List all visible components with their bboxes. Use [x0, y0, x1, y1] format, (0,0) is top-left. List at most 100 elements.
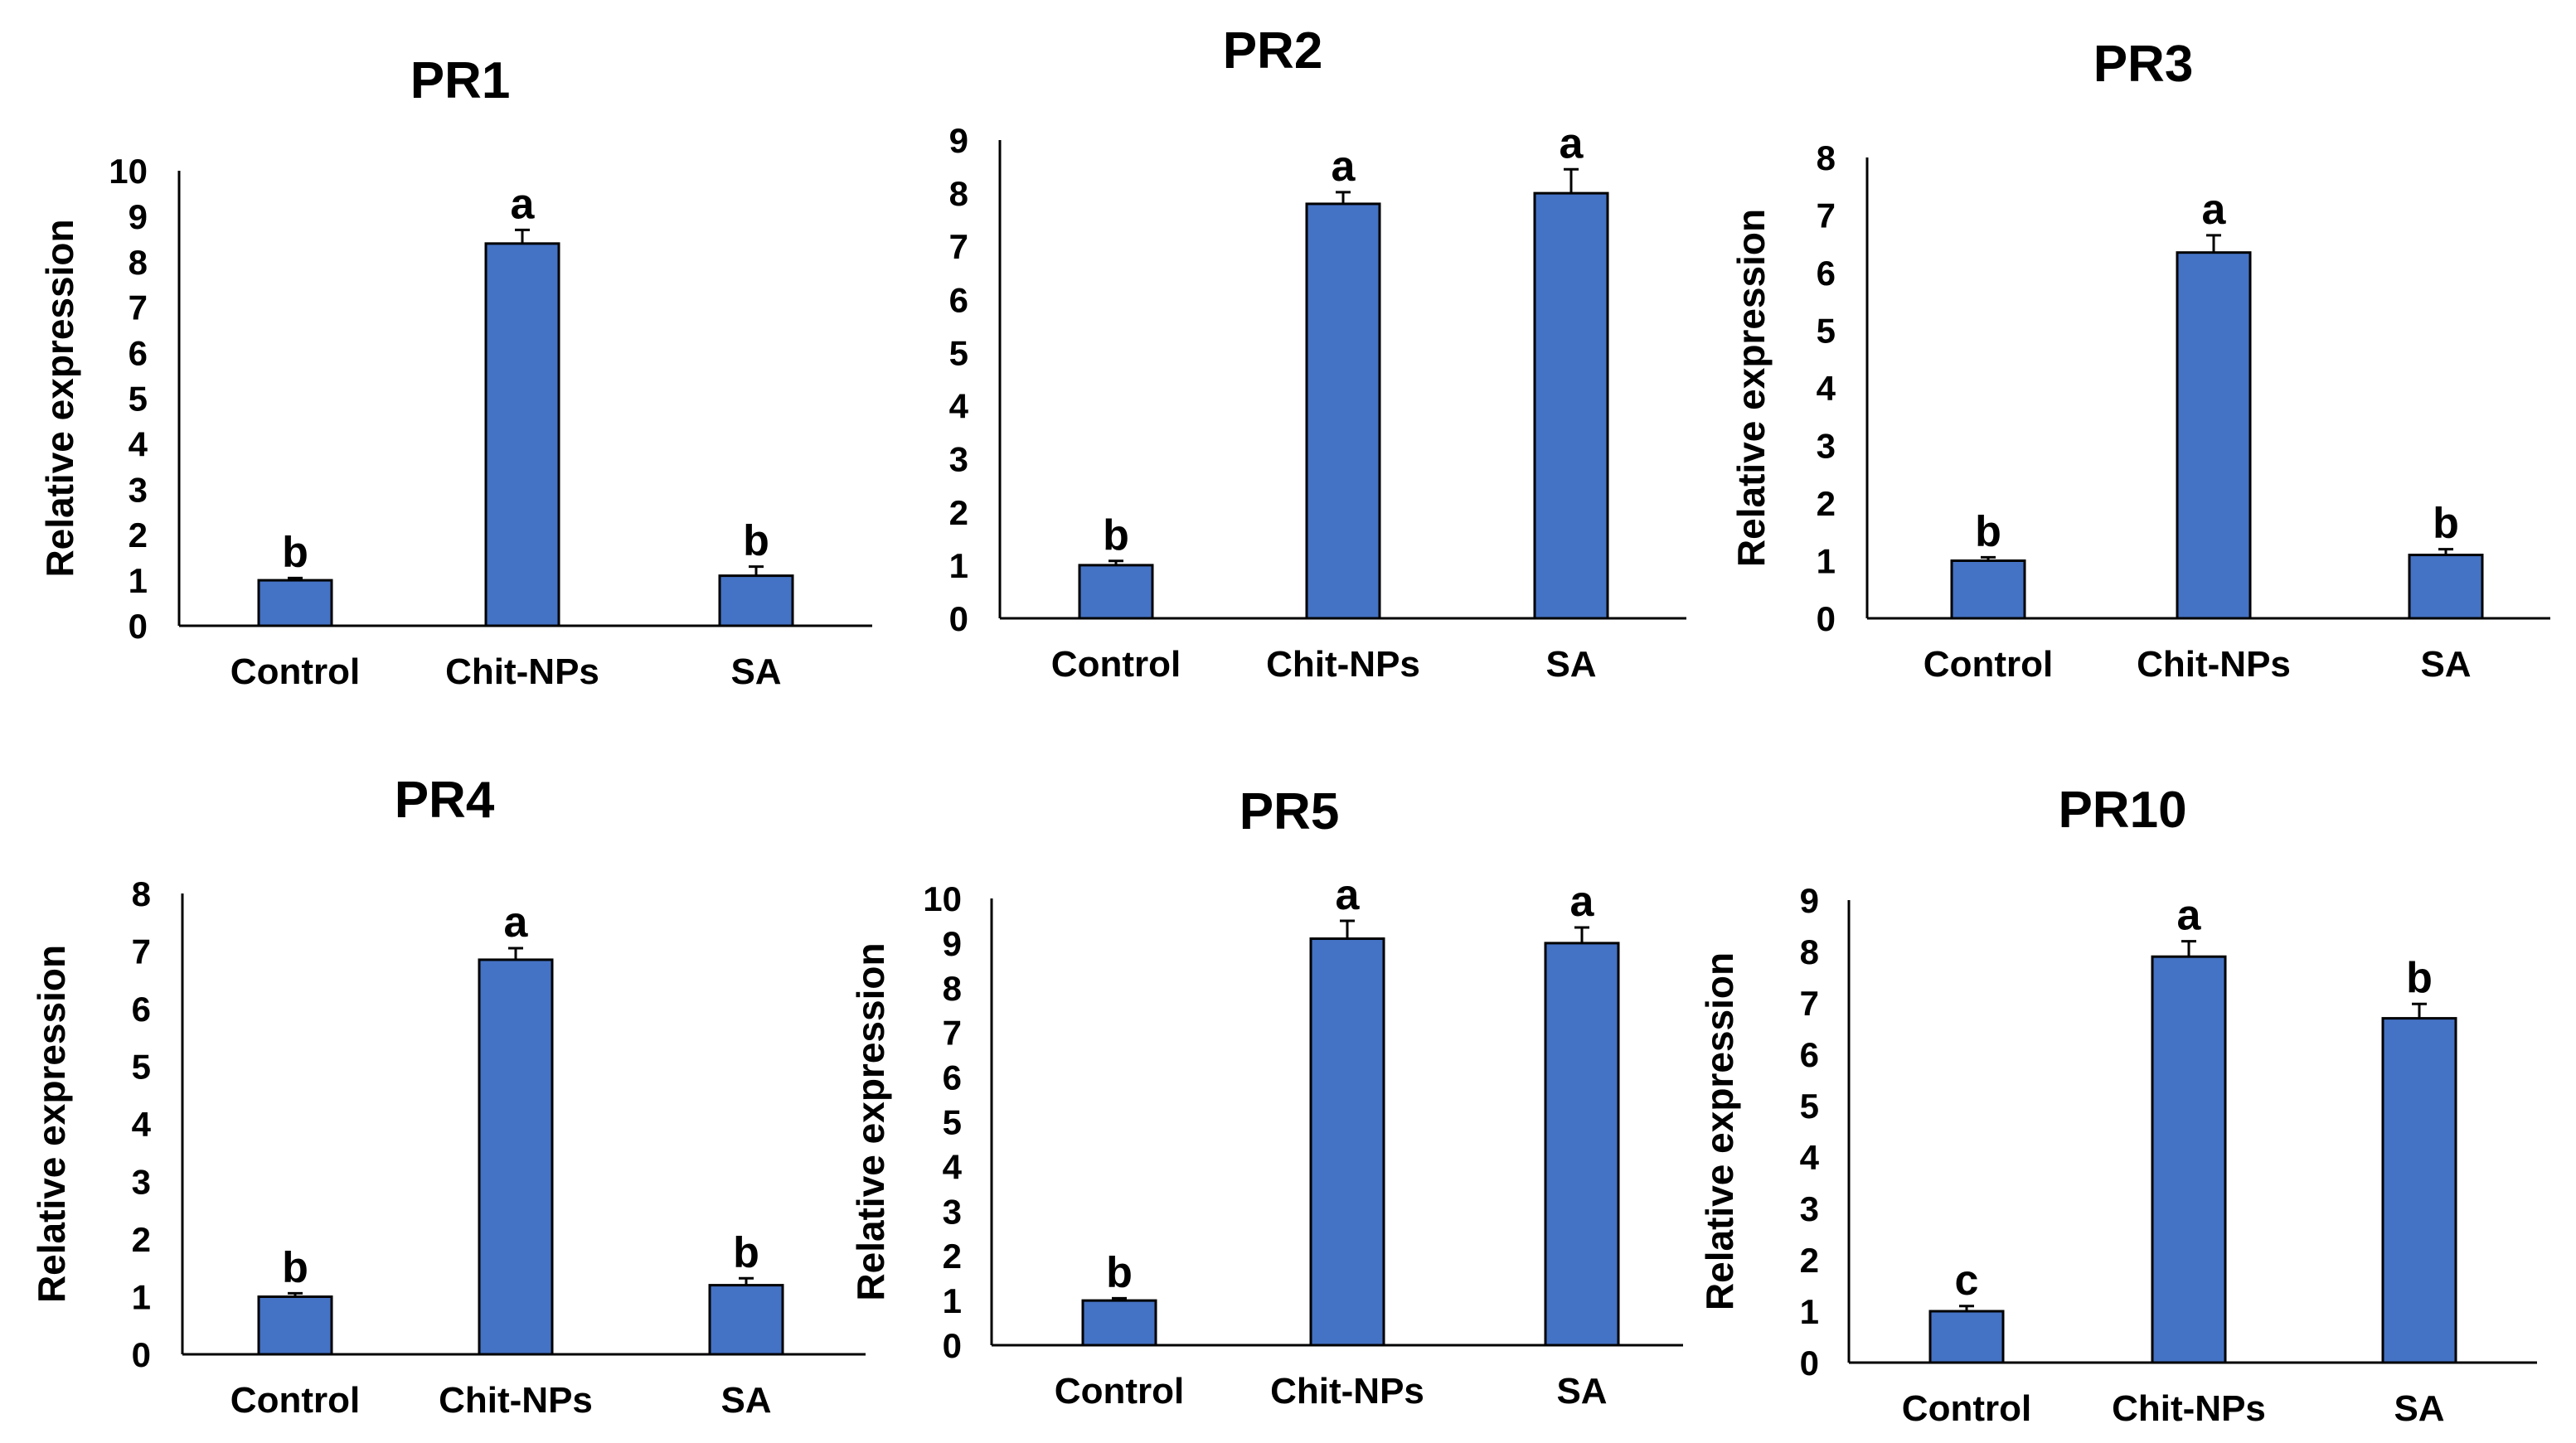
y-tick-label: 0 — [1817, 599, 1836, 638]
y-tick-label: 6 — [129, 334, 148, 373]
y-tick-label: 4 — [943, 1147, 963, 1186]
y-tick-label: 1 — [949, 546, 968, 585]
y-tick-label: 9 — [949, 121, 968, 160]
y-tick-label: 2 — [1817, 484, 1836, 523]
significance-letter: a — [1336, 871, 1361, 919]
y-tick-label: 8 — [1800, 932, 1819, 971]
y-tick-label: 5 — [129, 380, 148, 419]
y-tick-label: 9 — [943, 924, 962, 963]
y-tick-label: 4 — [949, 387, 969, 426]
x-category-label: Control — [230, 651, 360, 692]
chart-panel-pr5: PR5 0 1 2 3 4 5 6 7 8 9 10 Relative expression b Contr… — [849, 783, 1683, 1412]
y-tick-label: 0 — [129, 607, 148, 646]
bar-sa — [708, 1284, 784, 1356]
x-category-label: SA — [2394, 1388, 2444, 1429]
bar-sa — [2408, 554, 2484, 620]
y-tick-label: 1 — [943, 1281, 962, 1320]
y-tick-label: 6 — [949, 280, 968, 319]
bar-control — [1081, 1299, 1157, 1347]
y-tick-label: 0 — [1800, 1344, 1819, 1382]
y-tick-label: 0 — [949, 599, 968, 638]
x-category-label: Control — [1055, 1371, 1184, 1412]
bar-sa — [718, 574, 794, 627]
bar-chit-nps — [2151, 955, 2227, 1364]
significance-letter: b — [1106, 1248, 1133, 1296]
bar-chit-nps — [484, 242, 560, 627]
y-tick-label: 1 — [129, 561, 148, 600]
x-category-label: Chit-NPs — [445, 651, 599, 692]
y-tick-label: 4 — [129, 424, 148, 463]
significance-letter: b — [733, 1228, 759, 1276]
y-tick-label: 10 — [109, 152, 148, 191]
bar-control — [257, 579, 333, 627]
y-tick-label: 5 — [1800, 1087, 1819, 1126]
y-tick-label: 7 — [1800, 984, 1819, 1023]
y-tick-label: 9 — [1800, 881, 1819, 920]
y-tick-label: 7 — [129, 288, 148, 327]
significance-letter: b — [282, 528, 308, 576]
x-category-label: Control — [1051, 644, 1181, 685]
significance-letter: a — [2177, 892, 2202, 940]
bar-control — [1950, 559, 2026, 620]
y-tick-label: 7 — [949, 227, 968, 266]
y-tick-label: 6 — [1817, 254, 1836, 293]
significance-letter: b — [2406, 954, 2433, 1002]
significance-letter: b — [743, 517, 769, 565]
significance-letter: a — [1332, 143, 1356, 191]
significance-letter: b — [282, 1243, 308, 1291]
chart-title: PR10 — [2058, 782, 2186, 839]
x-category-label: SA — [730, 651, 781, 692]
y-tick-label: 0 — [943, 1326, 962, 1365]
y-tick-label: 3 — [949, 440, 968, 479]
x-category-label: Chit-NPs — [2112, 1388, 2266, 1429]
x-category-label: Chit-NPs — [1270, 1371, 1424, 1412]
y-axis-label: Relative expression — [1729, 209, 1773, 567]
chart-panel-pr1: PR1 0 1 2 3 4 5 6 7 8 9 10 Relative expression b Contr… — [38, 52, 872, 692]
y-tick-label: 3 — [943, 1192, 962, 1231]
bar-control — [1928, 1310, 2005, 1364]
x-category-label: SA — [720, 1380, 771, 1421]
y-tick-label: 3 — [1817, 427, 1836, 466]
chart-title: PR3 — [2093, 36, 2194, 93]
y-tick-label: 1 — [1817, 542, 1836, 581]
y-tick-label: 0 — [132, 1335, 151, 1374]
chart-panel-pr2: PR2 0 1 2 3 4 5 6 7 8 9 b Control a Chit-NPs a SA — [949, 22, 1686, 685]
y-tick-label: 2 — [1800, 1241, 1819, 1280]
significance-letter: a — [2202, 186, 2227, 234]
chart-title: PR4 — [395, 772, 495, 829]
x-category-label: SA — [1545, 644, 1596, 685]
chart-panel-pr3: PR3 0 1 2 3 4 5 6 7 8 Relative expression b Control a… — [1729, 36, 2550, 685]
x-category-label: Chit-NPs — [2137, 644, 2291, 685]
y-tick-label: 8 — [132, 874, 151, 913]
x-category-label: Control — [1924, 644, 2053, 685]
significance-letter: a — [504, 898, 529, 947]
bar-sa — [1533, 191, 1609, 620]
y-tick-label: 9 — [129, 197, 148, 236]
x-category-label: Chit-NPs — [439, 1380, 593, 1421]
bar-control — [257, 1295, 333, 1356]
x-category-label: SA — [2420, 644, 2471, 685]
y-tick-label: 2 — [129, 516, 148, 554]
y-tick-label: 5 — [132, 1048, 151, 1087]
y-tick-label: 8 — [943, 969, 962, 1008]
significance-letter: b — [1975, 507, 2001, 555]
y-tick-label: 1 — [132, 1278, 151, 1317]
bar-sa — [2381, 1017, 2457, 1364]
chart-title: PR2 — [1223, 22, 1323, 80]
significance-letter: a — [1570, 878, 1595, 926]
significance-letter: c — [1955, 1257, 1979, 1305]
bar-chit-nps — [478, 958, 554, 1356]
chart-panel-pr4: PR4 0 1 2 3 4 5 6 7 8 Relative expression b Control a… — [30, 772, 866, 1421]
y-tick-label: 7 — [132, 932, 151, 971]
y-axis-label: Relative expression — [1698, 952, 1741, 1310]
significance-letter: a — [1560, 119, 1584, 167]
y-tick-label: 6 — [132, 990, 151, 1029]
y-tick-label: 6 — [943, 1058, 962, 1097]
x-category-label: Chit-NPs — [1266, 644, 1420, 685]
y-tick-label: 5 — [943, 1103, 962, 1142]
y-axis-label: Relative expression — [849, 942, 892, 1300]
x-category-label: SA — [1556, 1371, 1607, 1412]
y-tick-label: 4 — [1800, 1138, 1820, 1177]
y-tick-label: 1 — [1800, 1292, 1819, 1331]
y-tick-label: 8 — [949, 174, 968, 213]
